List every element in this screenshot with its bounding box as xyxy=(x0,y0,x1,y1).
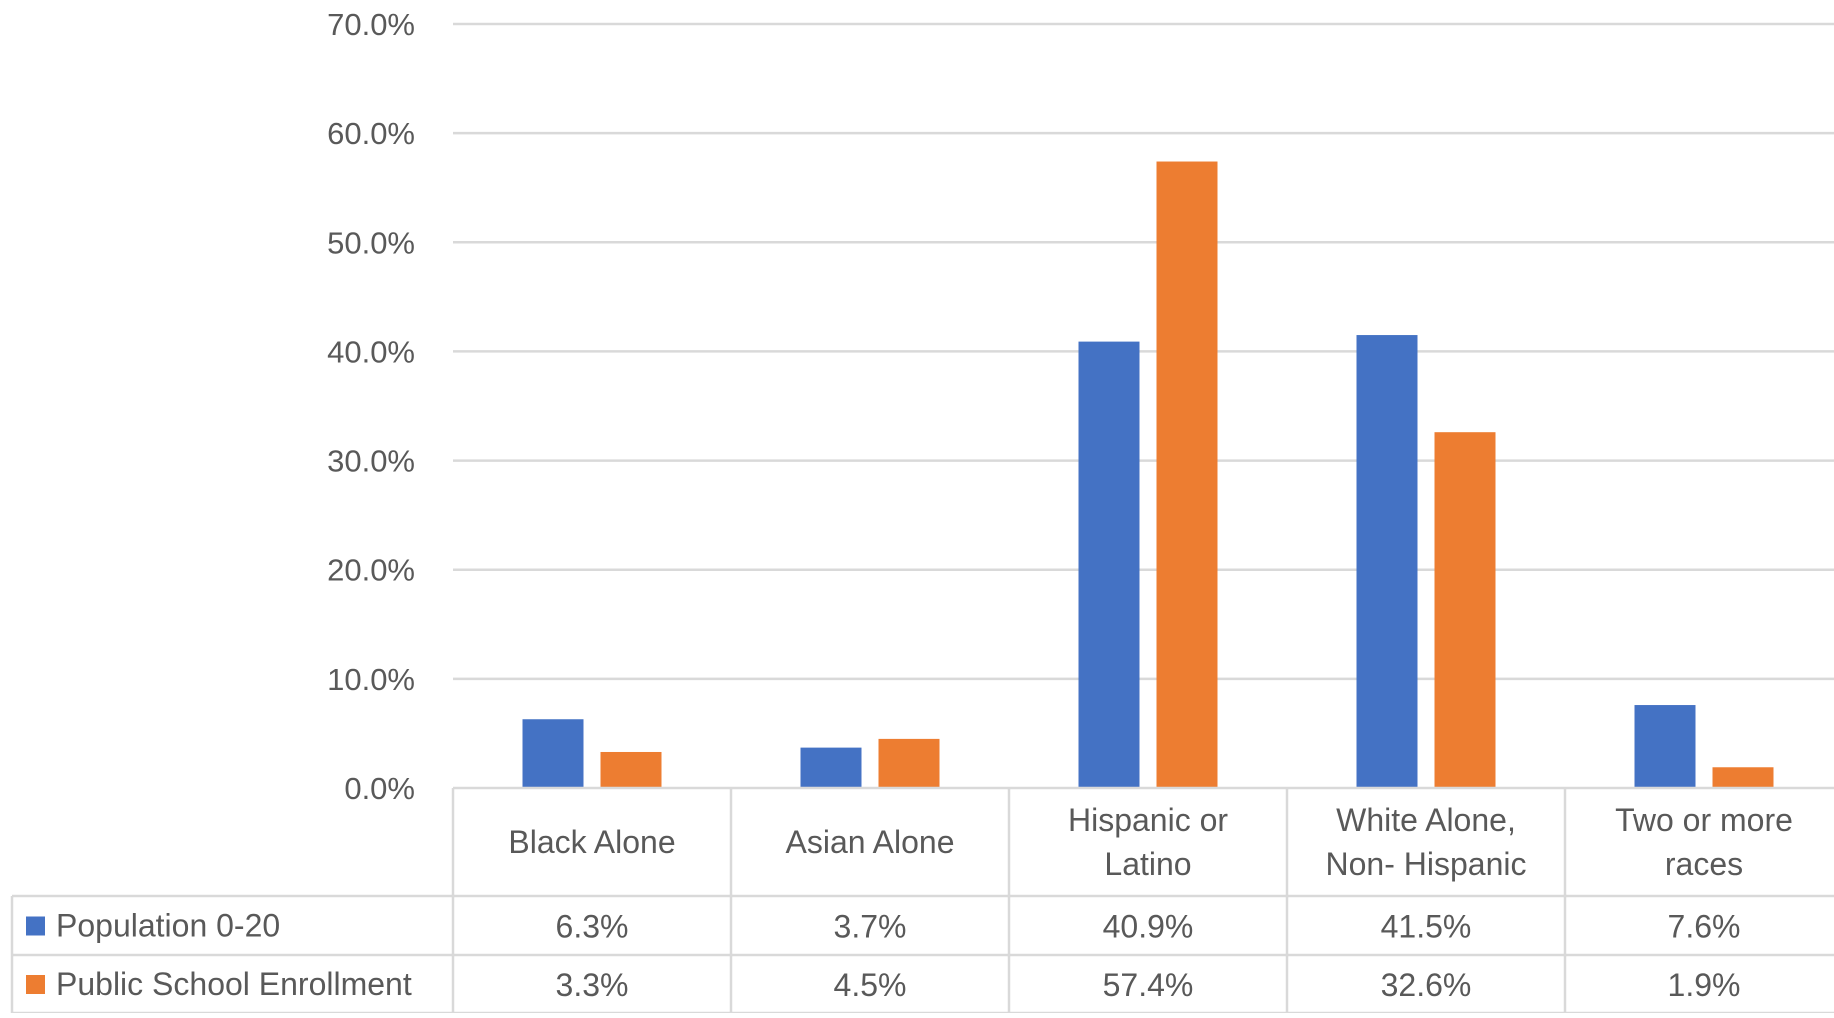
category-label: races xyxy=(1665,846,1743,882)
data-label: 1.9% xyxy=(1668,967,1741,1003)
legend-key xyxy=(26,975,45,994)
y-axis-ticks: 0.0% 10.0% 20.0% 30.0% 40.0% 50.0% 60.0% 70.0% xyxy=(327,7,415,806)
y-tick-label: 0.0% xyxy=(344,771,415,806)
data-label: 3.3% xyxy=(556,967,629,1003)
category-label: Black Alone xyxy=(508,824,675,860)
data-label: 4.5% xyxy=(834,967,907,1003)
data-label: 40.9% xyxy=(1103,909,1194,945)
y-tick-label: 30.0% xyxy=(327,444,415,479)
bar xyxy=(878,738,940,788)
data-label: 7.6% xyxy=(1668,909,1741,945)
y-tick-label: 10.0% xyxy=(327,662,415,697)
data-table: Black Alone Asian Alone Hispanic or Latino W… xyxy=(10,786,1834,1015)
category-label: Asian Alone xyxy=(785,824,954,860)
category-label: Two or more xyxy=(1615,802,1793,838)
y-tick-label: 20.0% xyxy=(327,553,415,588)
y-tick-label: 70.0% xyxy=(327,7,415,42)
data-label: 6.3% xyxy=(556,909,629,945)
bar xyxy=(1356,335,1418,788)
bar xyxy=(1434,432,1496,788)
category-label: White Alone, xyxy=(1336,802,1516,838)
series-name: Population 0-20 xyxy=(56,908,280,944)
bar xyxy=(800,747,862,788)
y-tick-label: 50.0% xyxy=(327,225,415,260)
data-label: 57.4% xyxy=(1103,967,1194,1003)
bar xyxy=(522,719,584,788)
bar xyxy=(1078,341,1140,788)
y-tick-label: 60.0% xyxy=(327,116,415,151)
series-name: Public School Enrollment xyxy=(56,966,412,1002)
category-label: Latino xyxy=(1104,846,1191,882)
gridlines xyxy=(453,22,1834,681)
category-label: Non- Hispanic xyxy=(1326,846,1527,882)
y-tick-label: 40.0% xyxy=(327,334,415,369)
data-label: 32.6% xyxy=(1381,967,1472,1003)
bar xyxy=(1156,161,1218,788)
bar xyxy=(1712,767,1774,788)
legend-key xyxy=(26,916,45,936)
data-label: 3.7% xyxy=(834,909,907,945)
bar xyxy=(600,751,662,788)
bars xyxy=(522,161,1774,788)
bar xyxy=(1634,705,1696,788)
data-label: 41.5% xyxy=(1381,909,1472,945)
category-label: Hispanic or xyxy=(1068,802,1228,838)
